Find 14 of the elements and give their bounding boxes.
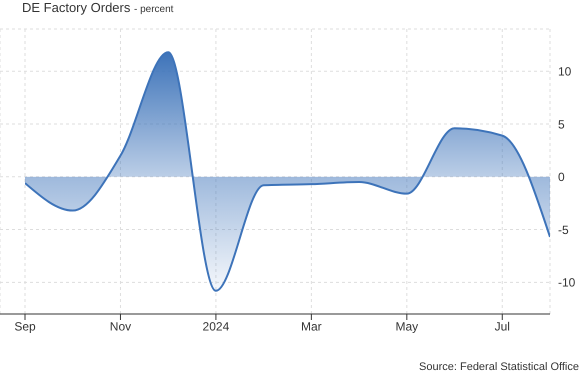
chart-subtitle: - percent bbox=[134, 4, 174, 15]
y-tick-label: 10 bbox=[558, 64, 572, 78]
y-tick-label: 0 bbox=[558, 170, 565, 184]
x-tick-label: Jul bbox=[494, 320, 510, 334]
x-tick-label: May bbox=[395, 320, 418, 334]
chart-title: DE Factory Orders bbox=[22, 0, 130, 15]
y-tick-label: 5 bbox=[558, 117, 565, 132]
x-tick-label: 2024 bbox=[202, 320, 230, 334]
x-tick-label: Nov bbox=[110, 320, 132, 334]
y-tick-label: -10 bbox=[558, 276, 576, 290]
x-tick-label: Mar bbox=[301, 320, 322, 334]
source-note: Source: Federal Statistical Office bbox=[419, 361, 579, 373]
x-tick-label: Sep bbox=[14, 320, 36, 334]
y-tick-label: -5 bbox=[558, 222, 569, 237]
